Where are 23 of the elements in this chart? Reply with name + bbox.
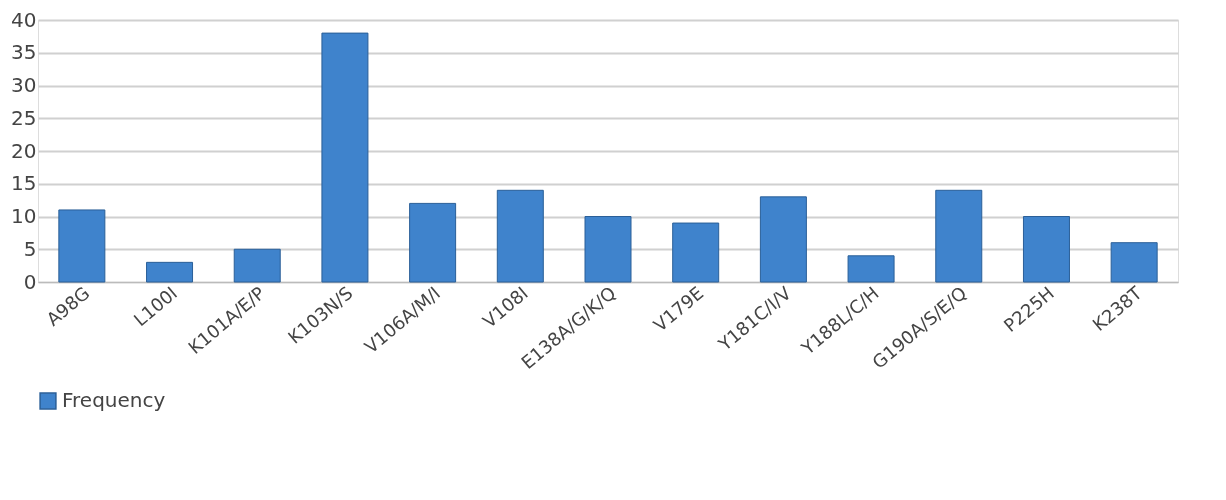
bar bbox=[847, 255, 895, 283]
y-tick-label: 40 bbox=[11, 7, 37, 32]
y-tick-label: 35 bbox=[11, 40, 37, 65]
y-tick-label: 25 bbox=[11, 105, 37, 130]
bar bbox=[58, 209, 106, 283]
bar bbox=[233, 248, 281, 283]
bar bbox=[584, 216, 632, 283]
bar bbox=[672, 222, 720, 283]
bar bbox=[759, 196, 807, 283]
y-tick-label: 5 bbox=[23, 236, 37, 261]
bar bbox=[146, 261, 194, 283]
bar bbox=[409, 202, 457, 283]
bar bbox=[1110, 242, 1158, 283]
y-tick-label: 0 bbox=[23, 269, 37, 294]
y-tick-label: 30 bbox=[11, 73, 37, 97]
y-tick-label: 15 bbox=[11, 171, 37, 196]
y-tick-label: 20 bbox=[11, 138, 37, 163]
bar bbox=[935, 189, 983, 283]
bar bbox=[1022, 216, 1070, 283]
bar bbox=[321, 32, 369, 283]
bar bbox=[496, 189, 544, 283]
legend-label: Frequency bbox=[62, 388, 166, 412]
y-tick-label: 10 bbox=[11, 204, 37, 228]
